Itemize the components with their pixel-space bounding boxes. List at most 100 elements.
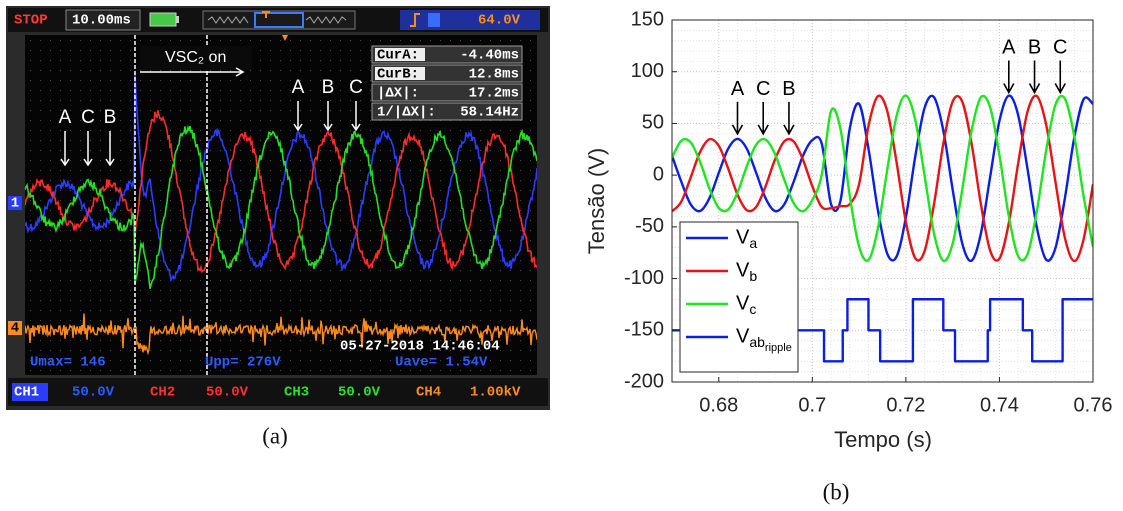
trigger-level: 64.0V [478,13,521,29]
channel-scale: 50.0V [206,385,249,401]
channel-name: CH1 [14,385,39,401]
phase-label: A [59,107,72,128]
scope-timebase: 10.00ms [72,13,131,29]
legend-box [679,221,799,373]
ch1-tag [12,383,48,401]
y-axis-label: Tensão (V) [584,148,609,254]
battery-icon [149,12,177,27]
phase-label: C [349,77,363,98]
x-tick-label: 0.74 [980,394,1019,416]
cursor-readout: CurA: -4.40ms CurB: 12.8ms |ΔX|: 17.2ms 1/|ΔX|… [371,45,523,121]
trigger-edge-icon [410,13,420,27]
annotation-label: A [1002,37,1016,59]
y-tick-label: -200 [624,370,664,392]
phase-label: B [104,107,117,128]
cursor-label: |ΔX|: [377,86,419,102]
phase-arrow [323,101,333,132]
measurement: Umax= 146 [30,355,106,371]
measurement: Upp= 276V [205,355,281,371]
channel-name: CH2 [150,385,175,401]
grid [672,19,1094,383]
cursor-value: 58.14Hz [460,105,519,121]
series-line [672,94,1093,263]
annotation-label: A [731,78,745,100]
annotation-arrow [1003,60,1015,95]
phase-arrow [60,131,70,167]
timestamp: 05-27-2018 14:46:04 [340,339,500,355]
channel-name: CH3 [284,385,309,401]
y-tick-label: -150 [624,319,664,341]
phase-arrow [105,131,115,167]
trigger-marker [282,35,288,41]
ch4-marker: 4 [11,321,19,337]
y-tick-label: 100 [631,60,664,82]
scope-trace [25,124,537,289]
channel-scale: 1.00kV [470,385,521,401]
annotations: A C BA B C [731,37,1067,136]
y-tick-label: 0 [653,163,664,185]
scope-traces [25,72,537,356]
memory-bar [202,10,356,30]
cursor-label-bg [375,48,425,61]
event-label: VSC₂ on [165,49,226,66]
phase-arrow [293,101,303,132]
channel-scale: 50.0V [72,385,115,401]
ch1-marker: 1 [11,196,19,212]
phase-label: C [81,107,95,128]
annotation-label: B [782,78,795,100]
x-axis-label: Tempo (s) [834,427,932,452]
annotation-arrow [1054,60,1066,95]
annotation-arrow [1028,60,1041,95]
scope-status: STOP [14,13,48,29]
annotation-label: C [1053,37,1067,59]
caption: (b) [823,479,850,504]
event-arrow [140,67,245,77]
axes-box [671,19,1094,383]
cursor-value: 12.8ms [469,67,519,83]
phase-label: A [292,77,305,98]
memory-window [254,12,304,28]
cursor-value: -4.40ms [460,48,519,64]
cursor-value: 17.2ms [469,86,519,102]
cursor-label: CurA: [377,48,419,64]
ch4-marker-bg [8,321,22,335]
scope-trace [25,110,537,274]
x-tick-label: 0.76 [1074,394,1113,416]
phase-arrow [83,131,93,167]
timebase-box [65,9,141,31]
annotation-label: C [756,78,770,100]
trigger-source-icon [428,13,440,27]
series-layer [672,94,1093,363]
ch1-marker-bg [8,196,22,210]
phase-arrow [351,101,361,132]
annotation-arrow [731,101,744,136]
cursor-label: CurB: [377,67,419,83]
cursor-label: 1/|ΔX|: [377,105,436,121]
caption: (a) [262,423,288,448]
y-tick-label: -50 [635,215,664,237]
annotation-label: B [1028,37,1041,59]
annotation-arrow [783,101,795,136]
memory-wave [207,16,347,24]
annotation-arrow [757,101,769,136]
scope-bottom-bar [8,378,548,406]
y-tick-label: 50 [642,112,664,134]
series-line [672,298,1093,363]
battery-tip [176,16,179,23]
x-tick-label: 0.68 [699,394,738,416]
oscilloscope-panel: STOP 10.00ms 64.0V VSC₂ on CurA: -4.40msC… [6,6,550,410]
trigger-position [262,11,270,18]
event-label-bg [140,46,252,70]
cursor-row-bg [371,102,523,121]
y-tick-label: -100 [624,267,664,289]
cursor-label-bg [375,67,425,80]
y-tick-label: 150 [631,8,664,30]
measurement: Uave= 1.54V [395,355,488,371]
ticks: 0.68 0.7 0.72 0.74 0.76 -200 -150 -100 -50 0 50 100… [624,8,1113,416]
x-tick-label: 0.7 [798,394,826,416]
series-line [672,94,1093,263]
